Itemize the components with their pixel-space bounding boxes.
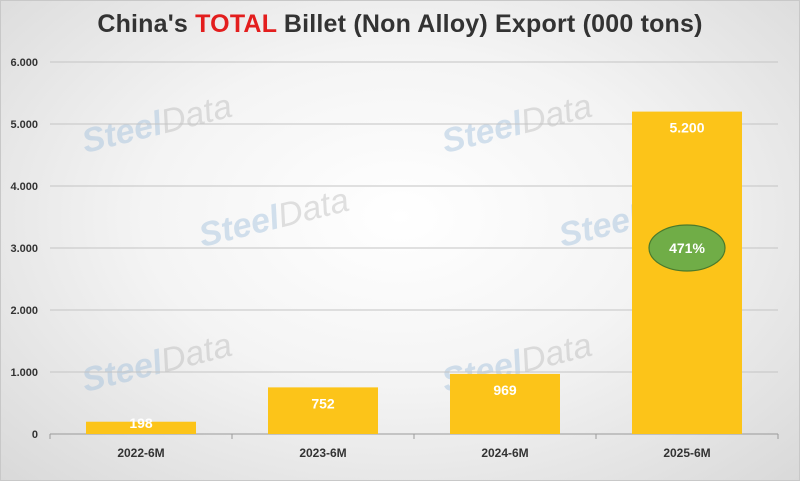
bar-value-label: 5.200 [669, 120, 704, 136]
y-tick-label: 1.000 [10, 367, 38, 379]
title-before: China's [97, 10, 196, 38]
x-tick-label: 2025-6M [663, 446, 710, 460]
x-tick-label: 2024-6M [481, 446, 528, 460]
bar [268, 387, 378, 434]
bar-value-label: 198 [129, 415, 153, 431]
y-tick-label: 3.000 [10, 243, 38, 255]
bar [86, 421, 196, 434]
x-tick-label: 2023-6M [299, 446, 346, 460]
growth-label: 471% [669, 240, 705, 256]
growth-ellipse [648, 224, 726, 272]
bar [450, 373, 560, 434]
title-after: Billet (Non Alloy) Export (000 tons) [276, 10, 703, 38]
y-tick-label: 4.000 [10, 181, 38, 193]
y-tick-label: 5.000 [10, 119, 38, 131]
bar-value-label: 752 [311, 395, 335, 411]
bar-value-label: 969 [493, 382, 517, 398]
title-highlight: TOTAL [195, 10, 277, 38]
chart-title: China's TOTAL Billet (Non Alloy) Export … [0, 10, 800, 39]
y-tick-label: 2.000 [10, 305, 38, 317]
y-tick-label: 6.000 [10, 57, 38, 69]
x-tick-label: 2022-6M [117, 446, 164, 460]
growth-annotation: 471% [648, 224, 726, 272]
bar [632, 111, 742, 434]
y-tick-label: 0 [32, 429, 38, 441]
